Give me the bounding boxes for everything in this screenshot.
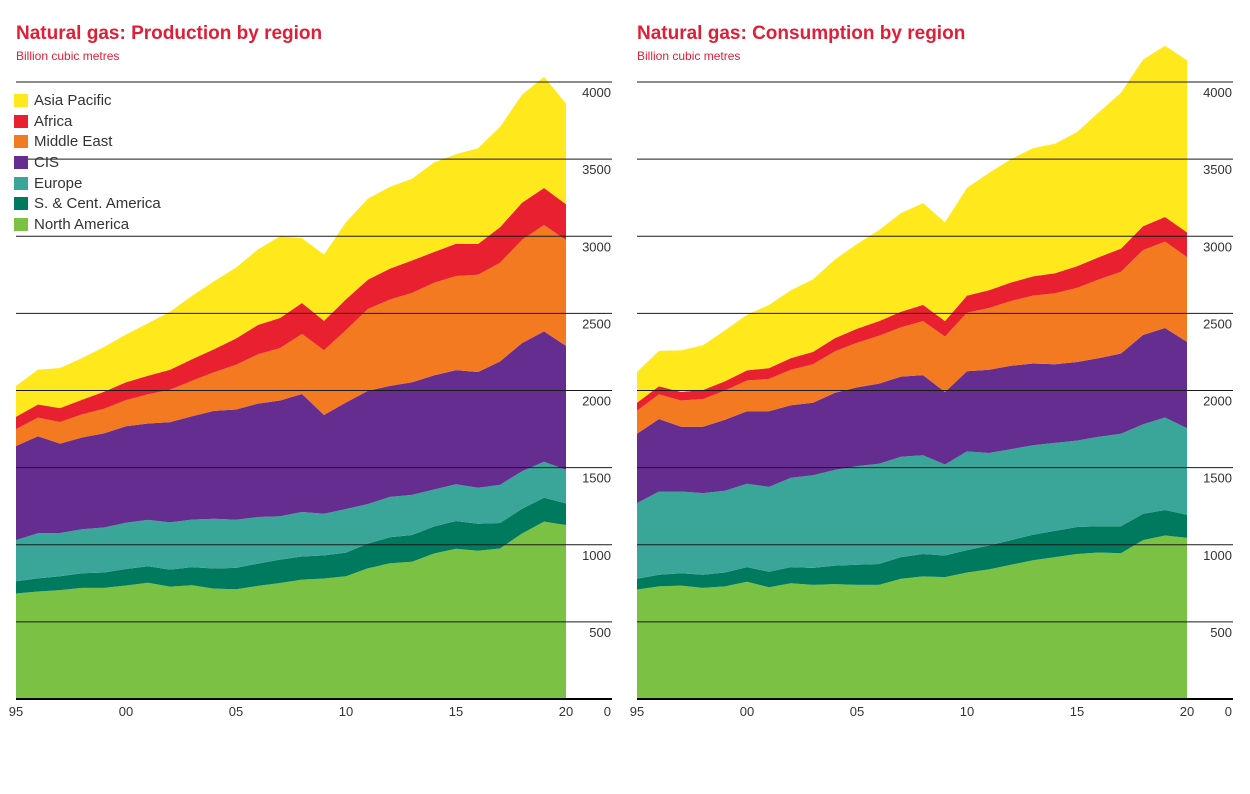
- x-tick-label: 15: [1070, 704, 1084, 719]
- y-tick-label: 3000: [1203, 239, 1232, 254]
- production-chart-panel: Natural gas: Production by region Billio…: [0, 0, 615, 794]
- legend-item-europe: Europe: [14, 173, 161, 194]
- x-tick-label: 10: [960, 704, 974, 719]
- area-north-america: [16, 521, 566, 699]
- y-tick-label: 2000: [582, 394, 611, 409]
- legend-item-north-america: North America: [14, 214, 161, 235]
- area-north-america: [637, 535, 1187, 699]
- y-tick-label: 1500: [1203, 471, 1232, 486]
- x-tick-label: 95: [630, 704, 644, 719]
- areas-layer: [16, 76, 566, 699]
- x-tick-label: 20: [559, 704, 573, 719]
- area-europe: [637, 417, 1187, 579]
- consumption-chart-panel: Natural gas: Consumption by region Billi…: [621, 0, 1236, 794]
- x-tick-label: 05: [229, 704, 243, 719]
- y-tick-labels: 0 500 1000 1500 2000 2500 3000 3500 4000: [582, 85, 611, 719]
- legend-swatch: [14, 135, 28, 149]
- y-tick-label: 2000: [1203, 394, 1232, 409]
- x-tick-labels: 95 00 05 10 15 20: [630, 704, 1194, 719]
- area-s-cent-america: [16, 497, 566, 594]
- legend-swatch: [14, 217, 28, 231]
- legend: Asia Pacific Africa Middle East CIS Europe S.…: [14, 90, 161, 235]
- legend-label: Middle East: [34, 133, 113, 151]
- y-tick-label: 500: [589, 625, 611, 640]
- legend-swatch: [14, 155, 28, 169]
- x-tick-label: 15: [449, 704, 463, 719]
- x-tick-labels: 95 00 05 10 15 20: [9, 704, 573, 719]
- y-tick-label: 3500: [582, 162, 611, 177]
- x-tick-label: 00: [119, 704, 133, 719]
- consumption-chart-svg: 0 500 1000 1500 2000 2500 3000 3500 4000 95 00 05 1…: [630, 45, 1233, 719]
- legend-swatch: [14, 197, 28, 211]
- y-tick-label: 3000: [582, 239, 611, 254]
- area-s-cent-america: [637, 510, 1187, 590]
- area-asia-pacific: [16, 76, 566, 417]
- x-tick-label: 05: [850, 704, 864, 719]
- y-tick-label: 500: [1210, 625, 1232, 640]
- x-tick-label: 20: [1180, 704, 1194, 719]
- production-chart-svg: 0 500 1000 1500 2000 2500 3000 3500 4000 95 00 05 1…: [9, 76, 612, 719]
- y-tick-label: 1500: [582, 471, 611, 486]
- legend-swatch: [14, 114, 28, 128]
- area-europe: [16, 461, 566, 582]
- y-tick-label: 2500: [1203, 316, 1232, 331]
- legend-item-cis: CIS: [14, 152, 161, 173]
- y-tick-label: 4000: [582, 85, 611, 100]
- area-cis: [637, 328, 1187, 504]
- chart-subtitle: Billion cubic metres: [16, 49, 120, 63]
- chart-title: Natural gas: Consumption by region: [637, 23, 966, 44]
- y-tick-label: 1000: [582, 548, 611, 563]
- chart-title: Natural gas: Production by region: [16, 23, 323, 44]
- legend-item-africa: Africa: [14, 111, 161, 132]
- x-tick-label: 00: [740, 704, 754, 719]
- area-africa: [16, 188, 566, 430]
- legend-item-middle-east: Middle East: [14, 131, 161, 152]
- area-middle-east: [16, 225, 566, 446]
- y-tick-label: 1000: [1203, 548, 1232, 563]
- y-tick-labels: 0 500 1000 1500 2000 2500 3000 3500 4000: [1203, 85, 1232, 719]
- legend-label: Asia Pacific: [34, 91, 112, 109]
- y-tick-label: 0: [1225, 704, 1232, 719]
- grid-layer: [16, 81, 612, 700]
- legend-label: North America: [34, 215, 130, 233]
- x-tick-label: 10: [339, 704, 353, 719]
- legend-label: CIS: [34, 153, 60, 171]
- x-tick-label: 95: [9, 704, 23, 719]
- legend-item-asia-pacific: Asia Pacific: [14, 90, 161, 111]
- area-middle-east: [637, 241, 1187, 434]
- legend-swatch: [14, 176, 28, 190]
- chart-subtitle: Billion cubic metres: [637, 49, 741, 63]
- y-tick-label: 2500: [582, 316, 611, 331]
- legend-label: S. & Cent. America: [34, 195, 161, 213]
- areas-layer: [637, 45, 1187, 699]
- y-tick-label: 4000: [1203, 85, 1232, 100]
- y-tick-label: 0: [604, 704, 611, 719]
- legend-item-s-cent-america: S. & Cent. America: [14, 193, 161, 214]
- area-cis: [16, 331, 566, 541]
- legend-label: Africa: [34, 112, 73, 130]
- legend-swatch: [14, 93, 28, 107]
- y-tick-label: 3500: [1203, 162, 1232, 177]
- grid-layer: [637, 81, 1233, 700]
- legend-label: Europe: [34, 174, 83, 192]
